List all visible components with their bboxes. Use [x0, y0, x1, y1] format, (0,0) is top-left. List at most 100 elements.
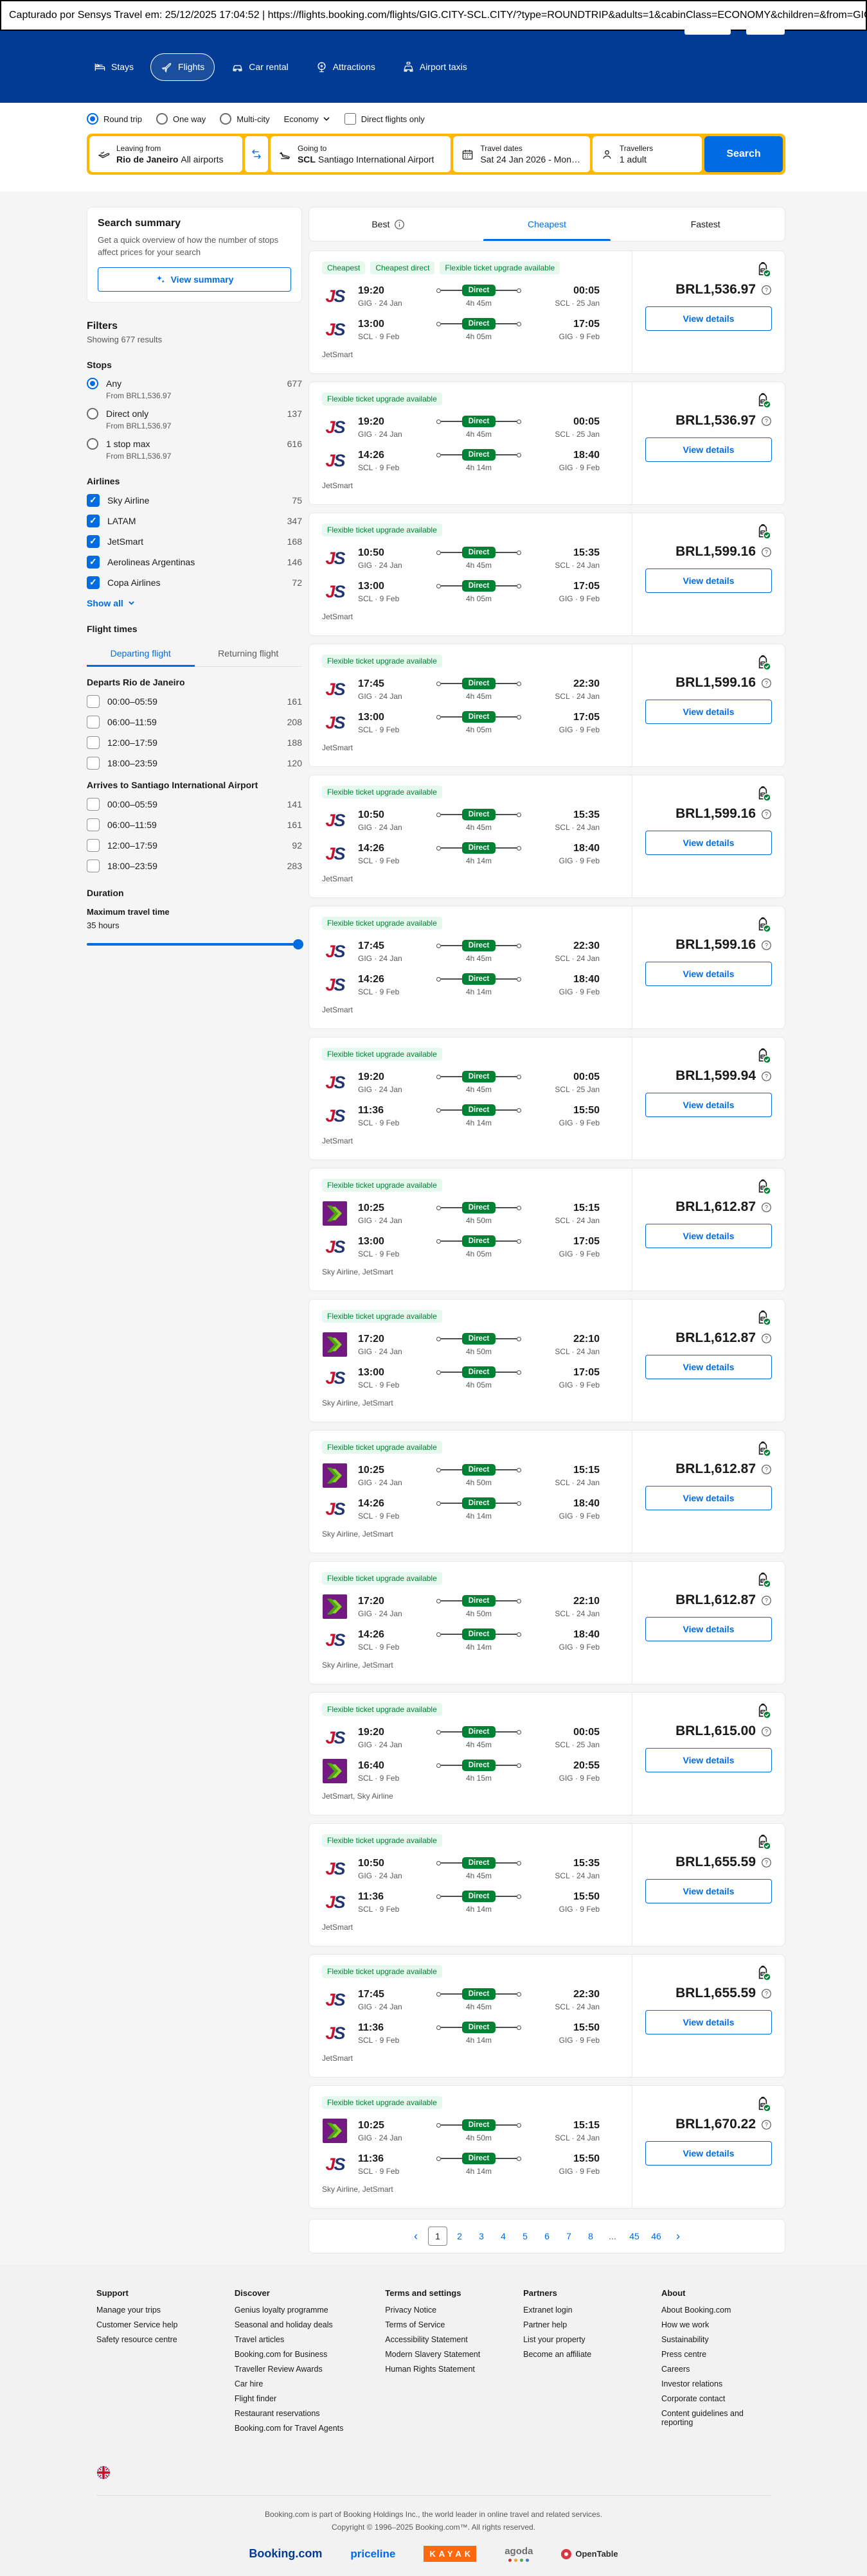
page-button[interactable]: 1	[428, 2227, 447, 2246]
price-info-icon[interactable]: ?	[761, 1726, 772, 1737]
page-button[interactable]: 8	[588, 2231, 593, 2241]
footer-link[interactable]: Privacy Notice	[385, 2306, 437, 2315]
direct-flights-checkbox[interactable]: Direct flights only	[344, 113, 425, 125]
time-slot-checkbox[interactable]: 00:00–05:59 161	[87, 694, 302, 708]
sort-tab[interactable]: Fastest	[626, 207, 785, 241]
booking-logo[interactable]: Booking.com	[249, 2547, 323, 2560]
cabin-class-select[interactable]: Economy	[284, 114, 330, 124]
footer-link[interactable]: Partner help	[523, 2320, 568, 2329]
footer-link[interactable]: Customer Service help	[96, 2320, 178, 2329]
view-details-button[interactable]: View details	[645, 569, 772, 593]
opentable-logo[interactable]: OpenTable	[561, 2548, 618, 2559]
duration-slider[interactable]	[87, 939, 303, 949]
view-details-button[interactable]: View details	[645, 700, 772, 724]
nav-stays[interactable]: Stays	[84, 53, 144, 81]
footer-link[interactable]: Human Rights Statement	[385, 2365, 475, 2374]
time-slot-checkbox[interactable]: 12:00–17:59 92	[87, 838, 302, 852]
price-info-icon[interactable]: ?	[761, 416, 772, 427]
airline-filter-checkbox[interactable]: LATAM 347	[87, 514, 302, 527]
time-slot-checkbox[interactable]: 06:00–11:59 161	[87, 818, 302, 831]
footer-link[interactable]: Traveller Review Awards	[234, 2365, 323, 2374]
price-info-icon[interactable]: ?	[761, 2119, 772, 2130]
view-details-button[interactable]: View details	[645, 2141, 772, 2166]
travel-dates-field[interactable]: Travel dates Sat 24 Jan 2026 - Mon 9...	[453, 136, 590, 172]
view-details-button[interactable]: View details	[645, 1093, 772, 1117]
trip-type-radio[interactable]: Multi-city	[220, 113, 270, 125]
agoda-logo[interactable]: agoda	[505, 2546, 533, 2562]
priceline-logo[interactable]: priceline	[350, 2547, 396, 2560]
time-slot-checkbox[interactable]: 18:00–23:59 120	[87, 756, 302, 770]
trip-type-radio[interactable]: One way	[156, 113, 206, 125]
kayak-logo[interactable]: KAYAK	[424, 2546, 477, 2562]
page-button[interactable]: 2	[457, 2231, 462, 2241]
view-details-button[interactable]: View details	[645, 1748, 772, 1772]
page-button[interactable]: 7	[566, 2231, 571, 2241]
airline-filter-checkbox[interactable]: Aerolineas Argentinas 146	[87, 555, 302, 569]
stops-option[interactable]: Any 677 From BRL1,536.97	[87, 377, 302, 400]
view-details-button[interactable]: View details	[645, 1879, 772, 1903]
view-details-button[interactable]: View details	[645, 831, 772, 855]
view-details-button[interactable]: View details	[645, 1224, 772, 1248]
page-button[interactable]: 46	[651, 2231, 661, 2241]
page-button[interactable]: 3	[479, 2231, 484, 2241]
footer-link[interactable]: Modern Slavery Statement	[385, 2350, 481, 2359]
time-slot-checkbox[interactable]: 06:00–11:59 208	[87, 715, 302, 728]
sort-tab[interactable]: Cheapest	[468, 207, 627, 241]
page-button[interactable]: ...	[609, 2231, 616, 2241]
view-summary-button[interactable]: View summary	[98, 267, 291, 292]
footer-link[interactable]: Flight finder	[234, 2394, 277, 2403]
footer-link[interactable]: Content guidelines and reporting	[661, 2409, 744, 2427]
show-all-airlines-link[interactable]: Show all	[87, 598, 302, 608]
page-button[interactable]: 5	[523, 2231, 528, 2241]
footer-link[interactable]: Safety resource centre	[96, 2335, 177, 2344]
view-details-button[interactable]: View details	[645, 437, 772, 462]
price-info-icon[interactable]: ?	[761, 1202, 772, 1213]
airline-filter-checkbox[interactable]: Copa Airlines 72	[87, 576, 302, 589]
footer-link[interactable]: Manage your trips	[96, 2306, 161, 2315]
price-info-icon[interactable]: ?	[761, 285, 772, 296]
price-info-icon[interactable]: ?	[761, 1857, 772, 1868]
sort-tab[interactable]: Best	[309, 207, 468, 241]
view-details-button[interactable]: View details	[645, 1486, 772, 1510]
view-details-button[interactable]: View details	[645, 2010, 772, 2034]
going-to-field[interactable]: Going to SCL Santiago International Airp…	[270, 136, 451, 172]
footer-link[interactable]: Terms of Service	[385, 2320, 445, 2329]
footer-link[interactable]: Genius loyalty programme	[234, 2306, 328, 2315]
travellers-field[interactable]: Travellers 1 adult	[592, 136, 702, 172]
footer-link[interactable]: List your property	[523, 2335, 585, 2344]
price-info-icon[interactable]: ?	[761, 809, 772, 820]
price-info-icon[interactable]: ?	[761, 1988, 772, 1999]
stops-option[interactable]: Direct only 137 From BRL1,536.97	[87, 407, 302, 430]
price-info-icon[interactable]: ?	[761, 1464, 772, 1475]
time-slot-checkbox[interactable]: 18:00–23:59 283	[87, 859, 302, 872]
nav-flights[interactable]: Flights	[150, 53, 215, 81]
nav-attractions[interactable]: Attractions	[305, 53, 386, 81]
trip-type-radio[interactable]: Round trip	[87, 113, 142, 125]
view-details-button[interactable]: View details	[645, 962, 772, 986]
page-button[interactable]: ›	[676, 2229, 680, 2243]
page-button[interactable]: 6	[544, 2231, 550, 2241]
footer-link[interactable]: Corporate contact	[661, 2394, 726, 2403]
swap-button[interactable]	[244, 136, 268, 172]
footer-link[interactable]: Sustainability	[661, 2335, 709, 2344]
price-info-icon[interactable]: ?	[761, 1333, 772, 1344]
page-button[interactable]: ‹	[414, 2229, 418, 2243]
view-details-button[interactable]: View details	[645, 1617, 772, 1641]
footer-link[interactable]: How we work	[661, 2320, 710, 2329]
footer-link[interactable]: Travel articles	[234, 2335, 285, 2344]
nav-airport-taxis[interactable]: Airport taxis	[392, 53, 478, 81]
slider-handle[interactable]	[293, 939, 303, 949]
footer-link[interactable]: Extranet login	[523, 2306, 573, 2315]
info-icon[interactable]	[394, 219, 405, 230]
page-button[interactable]: 45	[629, 2231, 639, 2241]
airline-filter-checkbox[interactable]: JetSmart 168	[87, 534, 302, 548]
view-details-button[interactable]: View details	[645, 306, 772, 331]
price-info-icon[interactable]: ?	[761, 1595, 772, 1606]
price-info-icon[interactable]: ?	[761, 1071, 772, 1082]
view-details-button[interactable]: View details	[645, 1355, 772, 1379]
footer-link[interactable]: About Booking.com	[661, 2306, 731, 2315]
footer-link[interactable]: Accessibility Statement	[385, 2335, 468, 2344]
price-info-icon[interactable]: ?	[761, 940, 772, 951]
time-slot-checkbox[interactable]: 00:00–05:59 141	[87, 797, 302, 811]
footer-link[interactable]: Seasonal and holiday deals	[234, 2320, 333, 2329]
